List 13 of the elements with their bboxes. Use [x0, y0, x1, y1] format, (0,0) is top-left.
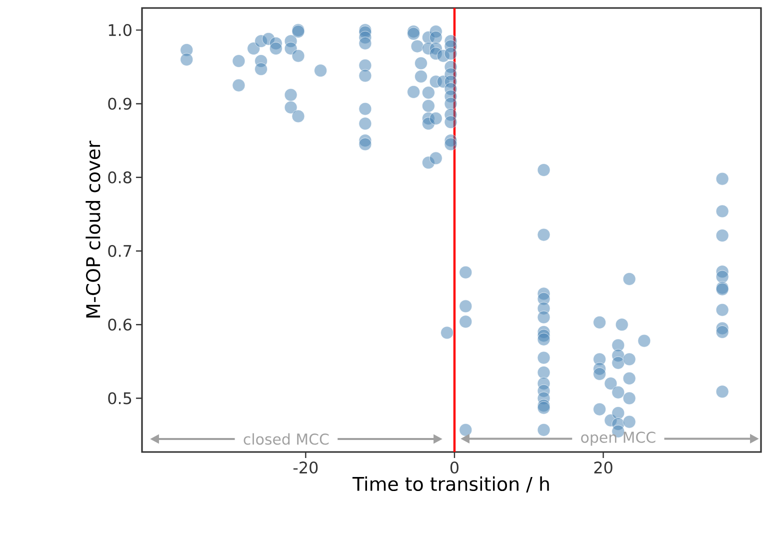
x-tick-label: 20 [594, 462, 612, 474]
x-tick-label: -20 [293, 462, 318, 474]
y-axis-title: M-COP cloud cover [86, 140, 100, 318]
y-tick-label: 1.0 [108, 24, 132, 36]
annotation: closed MCC [244, 433, 329, 445]
y-tick-label: 0.5 [108, 392, 132, 404]
y-tick-label: 0.7 [108, 244, 132, 258]
y-tick-label: 0.8 [108, 171, 132, 184]
y-tick-label: 0.6 [108, 318, 132, 331]
x-tick-label: 0 [450, 462, 458, 474]
x-axis-title: Time to transition / h [352, 476, 549, 493]
annotation: open MCC [581, 432, 656, 446]
y-tick-label: 0.9 [108, 98, 132, 110]
